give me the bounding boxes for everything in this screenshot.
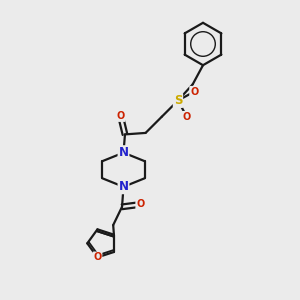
Text: O: O [190, 87, 198, 97]
Text: O: O [183, 112, 191, 122]
Text: O: O [93, 252, 102, 262]
Text: O: O [136, 200, 144, 209]
Text: O: O [116, 111, 125, 121]
Text: N: N [118, 146, 128, 159]
Text: N: N [118, 180, 128, 193]
Text: S: S [174, 94, 182, 107]
